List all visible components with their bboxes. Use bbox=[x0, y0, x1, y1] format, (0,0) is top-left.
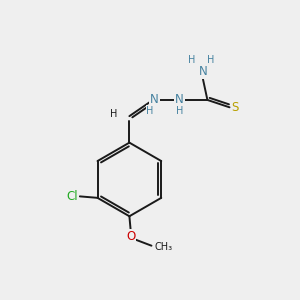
Text: N: N bbox=[199, 65, 207, 79]
Text: N: N bbox=[175, 93, 184, 106]
Text: N: N bbox=[150, 93, 159, 106]
Text: O: O bbox=[126, 230, 136, 243]
Text: CH₃: CH₃ bbox=[154, 242, 172, 252]
Text: H: H bbox=[110, 109, 117, 119]
Text: H: H bbox=[176, 106, 184, 116]
Text: H: H bbox=[146, 106, 154, 116]
Text: H: H bbox=[207, 55, 214, 64]
Text: Cl: Cl bbox=[67, 190, 78, 203]
Text: H: H bbox=[188, 55, 196, 64]
Text: S: S bbox=[232, 101, 239, 114]
